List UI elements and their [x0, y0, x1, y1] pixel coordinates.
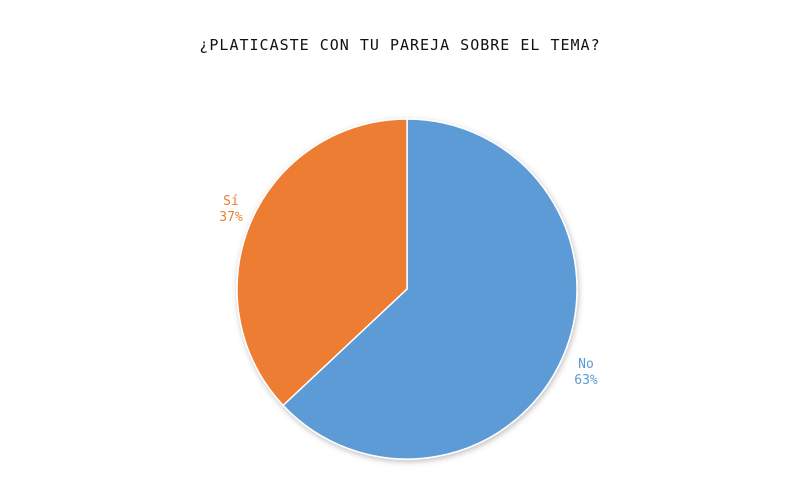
- slice-percent-si: 37%: [219, 210, 243, 225]
- slice-percent-no: 63%: [574, 373, 598, 388]
- slice-label-no: No: [578, 357, 594, 372]
- pie-slice-no: [282, 118, 578, 460]
- slice-label-si: Sí: [223, 194, 239, 209]
- pie-slices: [236, 118, 578, 460]
- chart-title: ¿PLATICASTE CON TU PAREJA SOBRE EL TEMA?: [199, 36, 601, 54]
- pie-slice-si: [236, 118, 408, 407]
